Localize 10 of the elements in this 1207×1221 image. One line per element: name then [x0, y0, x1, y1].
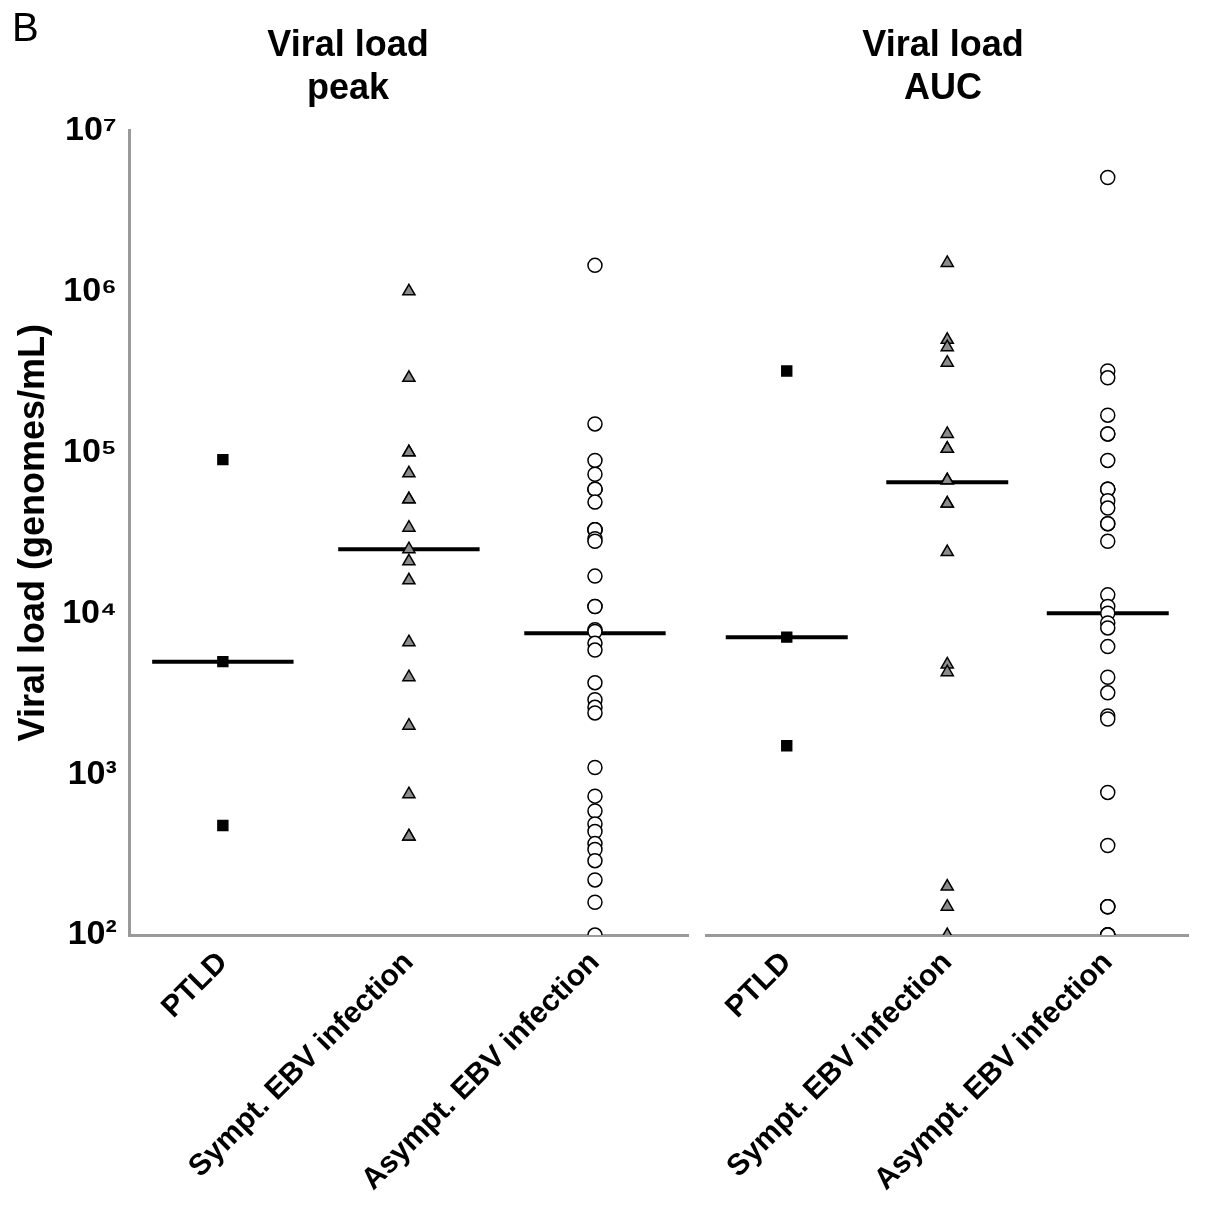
- chart-title: Viral load peak: [267, 22, 429, 107]
- y-tick-label: 10⁴: [62, 591, 117, 630]
- y-tick-label: 10⁵: [63, 430, 117, 469]
- y-tick-label: 10⁷: [64, 108, 117, 147]
- y-tick-label: 10⁶: [63, 269, 117, 308]
- chart-title: Viral load AUC: [862, 22, 1024, 107]
- y-axis-title: Viral load (genomes/mL): [10, 324, 52, 742]
- text: B: [12, 5, 39, 50]
- y-tick-label: 10³: [67, 752, 117, 791]
- y-tick-label: 10²: [67, 913, 117, 952]
